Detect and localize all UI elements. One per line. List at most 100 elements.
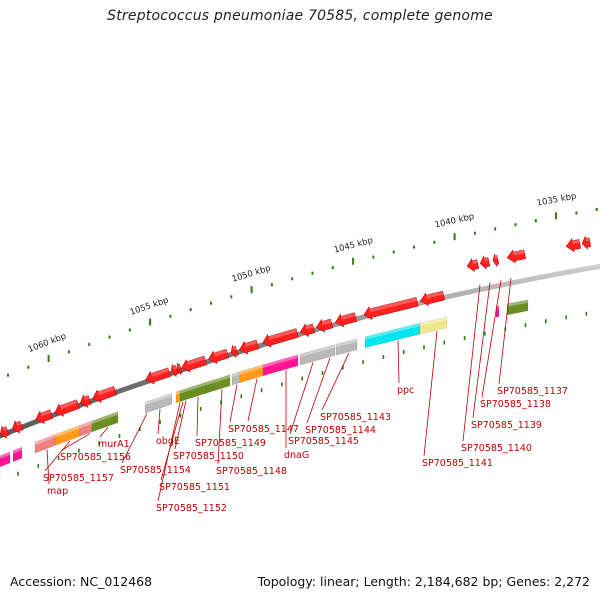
cog-track-highlight [365,323,420,340]
gene-label[interactable]: SP70585_1152 [156,503,227,514]
ruler-tick [494,227,497,231]
gene-arrow[interactable] [78,394,92,410]
gene-arrow-highlight [268,328,298,340]
gene-arrow[interactable] [506,248,527,264]
ruler-tick [392,250,395,254]
cog-track-segment [91,411,119,433]
gene-arrow[interactable] [180,354,208,374]
gene-label[interactable]: SP70585_1145 [288,436,359,447]
gene-arrow[interactable] [207,347,230,365]
gene-arrow[interactable] [479,255,491,270]
gene-arrow[interactable] [33,408,54,426]
gene-arrow-highlight [321,319,332,325]
cog-track-segment [335,338,358,356]
ruler-tick [555,212,558,220]
gene-arrow-highlight [244,340,258,347]
track-tick [321,370,324,375]
ruler-tick [189,308,192,312]
gene-label[interactable]: map [47,486,68,497]
gene-label[interactable]: SP70585_1151 [159,482,230,493]
cog-track-segment [175,390,181,404]
gene-label[interactable]: SP70585_1138 [480,399,551,410]
label-leader [121,413,148,464]
ruler-tick [433,240,436,244]
gene-label[interactable]: SP70585_1150 [173,451,244,462]
gene-label[interactable]: ppc [397,385,414,396]
map-title: Streptococcus pneumoniae 70585, complete… [107,8,493,24]
label-leader [174,400,187,450]
gene-arrow[interactable] [144,366,172,386]
ruler-tick [47,354,50,362]
label-leader [289,362,314,435]
label-leader [99,426,109,438]
gene-label[interactable]: SP70585_1143 [320,412,391,423]
gene-arrow[interactable] [229,344,239,358]
cog-track-segment [299,344,336,366]
gene-label[interactable]: murA1 [98,439,130,450]
gene-arrow[interactable] [466,258,480,273]
gene-arrow-highlight [513,249,525,256]
gene-label[interactable]: SP70585_1137 [497,386,568,397]
track-tick [281,382,283,387]
cog-track-highlight [13,447,22,454]
gene-arrow[interactable] [315,317,334,334]
label-leader [423,331,438,457]
gene-arrow[interactable] [53,398,81,419]
cog-track-highlight [336,338,357,348]
gene-label[interactable]: SP70585_1139 [471,420,542,431]
cog-track-segment [262,354,299,377]
gene-arrow[interactable] [261,327,299,349]
ruler-label: 1040 kbp [434,212,475,231]
gene-arrow[interactable] [175,362,183,376]
label-leader [196,396,199,437]
gene-arrow-highlight [305,323,314,330]
label-leader [229,384,238,423]
gene-arrow[interactable] [0,425,10,440]
gene-arrow[interactable] [581,235,592,250]
label-leader [472,282,491,419]
gene-arrow[interactable] [419,289,446,307]
ruler-tick [169,314,172,318]
gene-arrow-highlight [494,255,498,260]
track-tick [362,360,364,365]
ruler-tick [473,231,476,235]
gene-arrow[interactable] [492,253,500,267]
gene-arrow[interactable] [334,311,358,329]
track-tick [57,456,60,461]
gene-label[interactable]: SP70585_1157 [43,473,114,484]
gene-label[interactable]: SP70585_1144 [305,425,376,436]
gene-label[interactable]: SP70585_1141 [422,458,493,469]
track-tick [382,355,385,360]
label-leader [44,440,71,472]
gene-arrow[interactable] [362,295,419,321]
cog-track-highlight [180,382,206,394]
track-tick [260,388,263,393]
gene-arrow[interactable] [565,238,581,253]
gene-arrow[interactable] [10,419,24,435]
label-leader [157,409,161,435]
gene-label[interactable]: SP70585_1149 [195,438,266,449]
cog-track-highlight [176,390,180,395]
ruler-tick [250,286,253,294]
label-leader [462,284,481,442]
gene-label[interactable]: dnaG [284,450,309,461]
gene-arrow[interactable] [91,384,118,404]
gene-label[interactable]: SP70585_1147 [228,424,299,435]
cog-track-highlight [92,411,118,424]
gene-label[interactable]: obgE [156,436,180,447]
track-tick [139,427,141,432]
track-tick [240,394,243,399]
ruler-tick [514,223,517,227]
cog-track-highlight [507,299,528,307]
ruler-tick [595,207,598,211]
track-tick [199,406,202,411]
gene-arrow[interactable] [238,338,260,356]
gene-label[interactable]: SP70585_1140 [461,443,532,454]
gene-label[interactable]: SP70585_1156 [60,452,131,463]
cog-track-highlight [263,354,298,368]
ruler-tick [291,277,294,281]
gene-label[interactable]: SP70585_1148 [216,466,287,477]
gene-arrow[interactable] [299,322,316,338]
gene-label[interactable]: SP70585_1154 [120,465,191,476]
